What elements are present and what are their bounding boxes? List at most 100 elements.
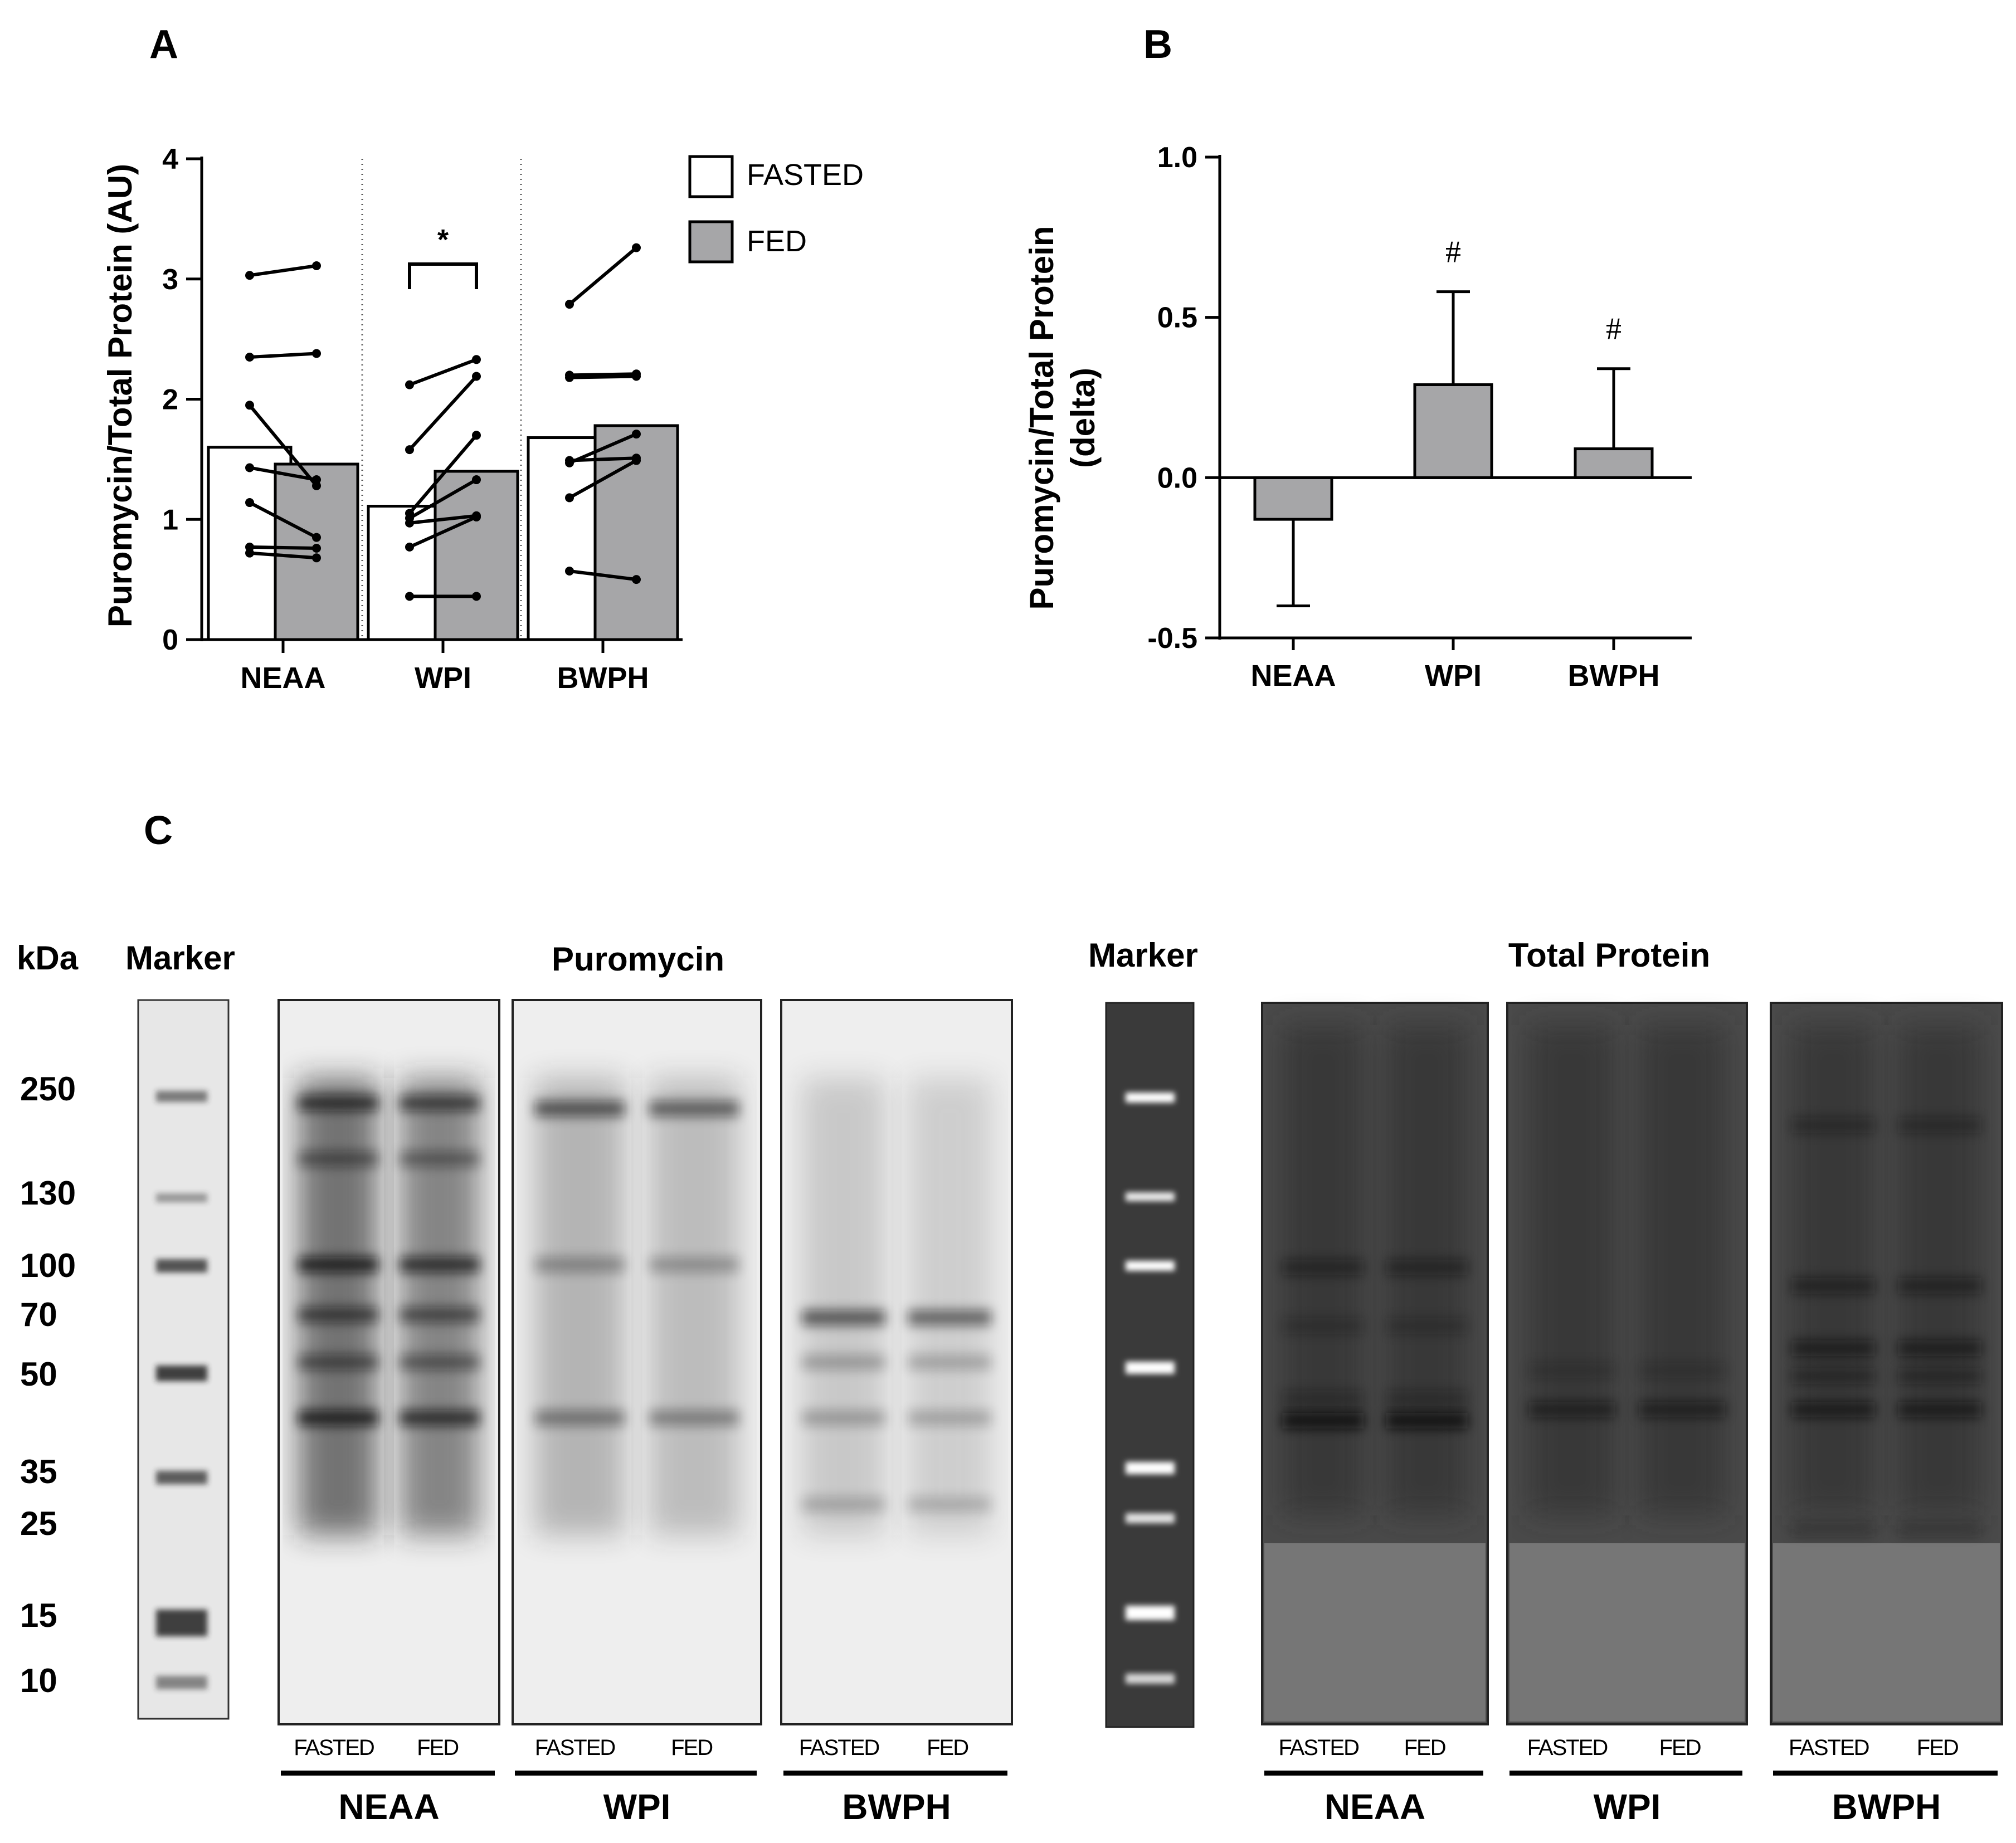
subject-line-bwph-4 — [568, 456, 638, 462]
puromycin-blot-wpi-band — [535, 1410, 625, 1426]
puromycin-blot-wpi-band — [649, 1410, 739, 1426]
panel-b-y-axis-label-line1: Puromycin/Total Protein — [1023, 226, 1060, 610]
puromycin-group-underline — [515, 1771, 757, 1776]
subject-line-wpi-2 — [408, 374, 478, 452]
subject-point-fed — [312, 261, 321, 271]
puromycin-blot-bwph-band — [802, 1410, 885, 1426]
subject-line-bwph-3 — [568, 374, 638, 379]
kda-label: kDa — [17, 939, 79, 977]
subject-point-fasted — [565, 567, 574, 576]
panel-a-y-tick-label: 2 — [162, 384, 178, 416]
total-protein-blot-bwph-band — [1898, 1278, 1981, 1294]
puromycin-blot-bwph-band — [908, 1310, 991, 1325]
puromycin-blot-neaa-band — [298, 1410, 378, 1426]
total-protein-blot-neaa-band — [1282, 1318, 1364, 1334]
puromycin-blot-neaa-band — [400, 1151, 480, 1167]
total-protein-blot-neaa-band — [1386, 1413, 1468, 1428]
subject-line-bwph-5 — [568, 432, 638, 465]
subject-line-neaa-4 — [248, 466, 318, 482]
puromycin-blot-wpi-band — [535, 1101, 625, 1116]
kda-marker-35: 35 — [20, 1453, 57, 1490]
subject-point-fed — [312, 544, 321, 553]
total-protein-blot-bwph-band — [1791, 1278, 1875, 1294]
subject-line-neaa-2 — [248, 352, 318, 359]
total-protein-blot-wpi-lane-smear — [1639, 1025, 1726, 1515]
subject-point-fed — [472, 475, 481, 485]
kda-marker-15: 15 — [20, 1597, 57, 1634]
panel-b-y-tick-label: 0.5 — [1157, 302, 1197, 334]
total-protein-marker-band — [1126, 1513, 1175, 1523]
total-protein-blot-bwph-band — [1791, 1118, 1875, 1133]
subject-point-fed — [312, 533, 321, 542]
puromycin-blot-neaa-band — [400, 1257, 480, 1272]
puromycin-blot-bwph-band — [802, 1354, 885, 1370]
puromycin-blot-neaa-lane-smear — [298, 1078, 378, 1535]
puromycin-blot-neaa-band — [400, 1410, 480, 1426]
panel-b-y-tick-label: -0.5 — [1147, 622, 1197, 655]
significance-star: * — [437, 224, 449, 256]
total-protein-lane-label-fasted: FASTED — [1278, 1735, 1358, 1760]
total-protein-blot-bwph-lane-smear — [1898, 1025, 1981, 1515]
total-protein-lane-label-fasted: FASTED — [1789, 1735, 1869, 1760]
puromycin-marker-band — [156, 1366, 207, 1381]
total-protein-blot-bwph-band — [1898, 1368, 1981, 1384]
total-protein-blot-wpi-band — [1528, 1363, 1615, 1378]
total-protein-blot-wpi-band — [1639, 1363, 1726, 1378]
subject-point-fasted — [245, 498, 254, 508]
legend-fed-label: FED — [747, 225, 807, 258]
puromycin-lane-label-fasted: FASTED — [294, 1735, 374, 1760]
subject-line-wpi-6 — [408, 515, 478, 549]
total-protein-blot-neaa-band — [1386, 1260, 1468, 1275]
puromycin-marker-band — [156, 1471, 207, 1484]
puromycin-blot-neaa-band — [298, 1257, 378, 1272]
panel-b-category-label: NEAA — [1250, 659, 1336, 693]
subject-point-fasted — [245, 352, 254, 362]
puromycin-blot-neaa-band — [298, 1307, 378, 1323]
subject-line-neaa-7 — [248, 551, 318, 560]
subject-point-fasted — [405, 518, 414, 528]
subject-point-fasted — [565, 493, 574, 503]
subject-point-fasted — [405, 592, 414, 601]
kda-marker-70: 70 — [20, 1296, 57, 1333]
kda-marker-25: 25 — [20, 1505, 57, 1542]
puromycin-marker-lane — [137, 999, 230, 1720]
subject-point-fasted — [565, 300, 574, 309]
panel-a-y-tick-label: 0 — [162, 624, 178, 656]
subject-line-bwph-1 — [568, 246, 638, 306]
panel-a-chart: 0 1 2 3 4 NEAA WPI BWPH * — [162, 143, 683, 695]
total-protein-blot-wpi-lower-region — [1509, 1543, 1745, 1722]
subject-point-fed — [472, 512, 481, 521]
subject-point-fasted — [565, 373, 574, 382]
puromycin-blot-bwph-lane-smear — [802, 1078, 885, 1535]
puromycin-blot-bwph-band — [908, 1354, 991, 1370]
puromycin-marker-band — [156, 1610, 207, 1636]
total-protein-lane-label-fed: FED — [1404, 1735, 1445, 1760]
subject-point-fed — [632, 243, 641, 252]
blot-panel: kDa Marker Puromycin Marker Total Protei… — [17, 937, 2003, 1827]
subject-point-fed — [312, 349, 321, 358]
total-protein-blot-bwph-band — [1791, 1340, 1875, 1356]
total-protein-blot-bwph-band — [1791, 1402, 1875, 1417]
legend: FASTED FED — [688, 155, 864, 264]
puromycin-group-label-neaa: NEAA — [338, 1787, 439, 1827]
panel-a-category-label: NEAA — [240, 661, 325, 695]
puromycin-lane-label-fasted: FASTED — [799, 1735, 879, 1760]
total-protein-blot-bwph-lower-region — [1773, 1543, 2000, 1722]
total-protein-blot-neaa-band — [1386, 1391, 1468, 1406]
subject-line-wpi-1 — [408, 358, 478, 387]
puromycin-lane-label-fed: FED — [927, 1735, 968, 1760]
kda-marker-130: 130 — [20, 1174, 76, 1212]
subject-point-fed — [632, 430, 641, 439]
total-protein-marker-band — [1126, 1674, 1175, 1684]
subject-line-wpi-5 — [408, 514, 478, 525]
panel-b-y-axis-label-line2: (delta) — [1064, 368, 1102, 468]
puromycin-lane-label-fasted: FASTED — [535, 1735, 615, 1760]
puromycin-blot-neaa-band — [400, 1095, 480, 1111]
puromycin-blot-neaa-band — [400, 1354, 480, 1370]
total-protein-blot-neaa-band — [1386, 1318, 1468, 1334]
total-protein-lane-label-fasted: FASTED — [1527, 1735, 1608, 1760]
total-protein-blot-neaa-lower-region — [1264, 1543, 1486, 1722]
puromycin-group-underline — [783, 1771, 1007, 1776]
subject-point-fasted — [245, 463, 254, 472]
